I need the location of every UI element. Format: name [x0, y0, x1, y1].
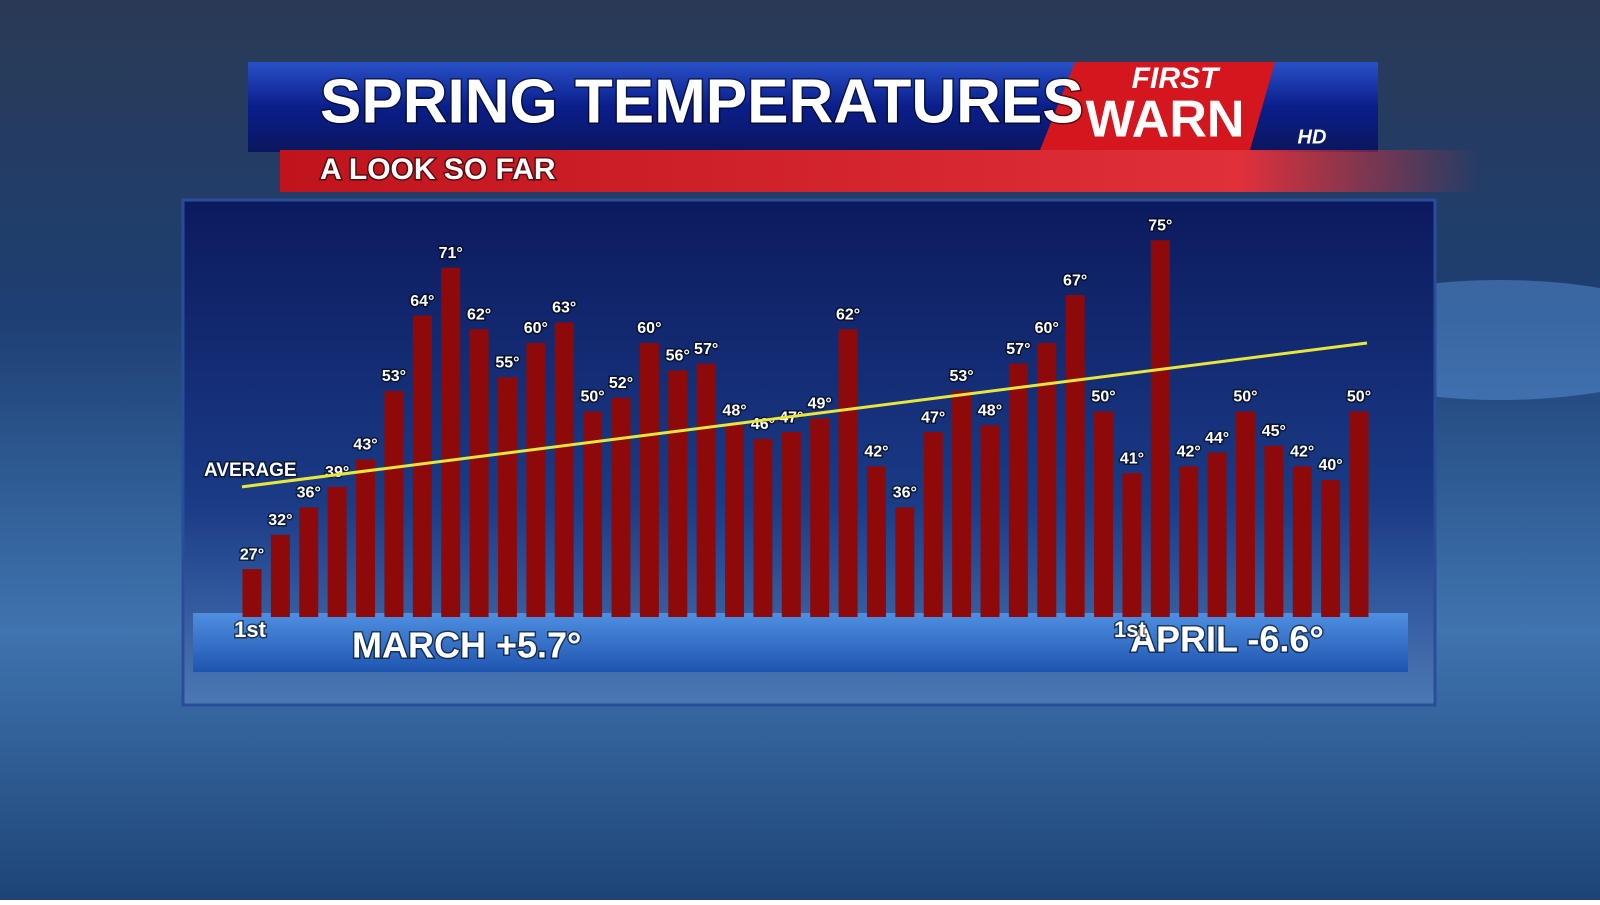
value-label: 50°	[581, 389, 605, 406]
bar	[497, 377, 517, 617]
bar	[838, 329, 858, 617]
subtitle-strip	[280, 150, 1480, 192]
value-label: 52°	[609, 375, 633, 392]
bar	[270, 534, 290, 617]
x-tick-label: 1st	[234, 617, 266, 642]
value-label: 71°	[439, 245, 463, 262]
bar	[1179, 466, 1199, 617]
bar	[412, 315, 432, 617]
bar	[554, 322, 574, 617]
bar	[1235, 411, 1255, 617]
bar	[242, 569, 262, 617]
bar	[1065, 295, 1085, 617]
value-label: 62°	[836, 307, 860, 324]
value-label: 45°	[1262, 423, 1286, 440]
value-label: 36°	[893, 485, 917, 502]
value-label: 48°	[722, 402, 746, 419]
bar	[696, 363, 716, 617]
value-label: 55°	[495, 354, 519, 371]
bar	[611, 397, 631, 617]
value-label: 41°	[1120, 450, 1144, 467]
bar	[1207, 452, 1227, 617]
value-label: 49°	[808, 396, 832, 413]
value-label: 27°	[240, 546, 264, 563]
bar	[952, 390, 972, 617]
title: SPRING TEMPERATURES	[320, 67, 1084, 136]
bar	[895, 507, 915, 617]
bar	[1122, 473, 1142, 617]
bar	[866, 466, 886, 617]
subtitle: A LOOK SO FAR	[320, 153, 556, 186]
value-label: 42°	[1290, 444, 1314, 461]
bar	[299, 507, 319, 617]
bar	[441, 267, 461, 617]
logo-badge: HD	[1298, 126, 1327, 148]
bar	[923, 432, 943, 617]
value-label: 42°	[1177, 444, 1201, 461]
bar	[1264, 445, 1284, 617]
month-annotation: MARCH +5.7°	[352, 625, 581, 666]
bar	[725, 425, 745, 617]
value-label: 56°	[666, 348, 690, 365]
logo-block	[1040, 62, 1275, 150]
value-label: 48°	[978, 402, 1002, 419]
value-label: 50°	[1233, 389, 1257, 406]
value-label: 60°	[524, 320, 548, 337]
date-strip	[193, 613, 1408, 672]
value-label: 60°	[637, 320, 661, 337]
value-label: 67°	[1063, 272, 1087, 289]
value-label: 57°	[694, 341, 718, 358]
value-label: 53°	[950, 368, 974, 385]
bar	[810, 418, 830, 617]
value-label: 44°	[1205, 430, 1229, 447]
value-label: 50°	[1091, 389, 1115, 406]
month-annotation: APRIL -6.6°	[1130, 619, 1324, 660]
bar	[1292, 466, 1312, 617]
average-label: AVERAGE	[204, 460, 297, 481]
value-label: 40°	[1319, 457, 1343, 474]
value-label: 60°	[1035, 320, 1059, 337]
value-label: 57°	[1006, 341, 1030, 358]
bar	[327, 486, 347, 617]
bar	[583, 411, 603, 617]
value-label: 50°	[1347, 389, 1371, 406]
value-label: 32°	[268, 512, 292, 529]
value-label: 47°	[921, 409, 945, 426]
bar	[753, 438, 773, 617]
average-line	[241, 341, 1368, 489]
bar	[526, 343, 546, 617]
bar	[639, 343, 659, 617]
logo-top: FIRST	[1132, 62, 1221, 95]
bar	[668, 370, 688, 617]
bar	[1094, 411, 1114, 617]
value-label: 53°	[382, 368, 406, 385]
bar	[356, 459, 376, 617]
x-tick-label: 1st	[1114, 617, 1146, 642]
bar	[781, 432, 801, 617]
bar	[980, 425, 1000, 617]
value-label: 63°	[552, 300, 576, 317]
logo-main: WARN	[1086, 91, 1245, 149]
value-label: 42°	[864, 444, 888, 461]
bar	[1321, 480, 1341, 617]
bar	[1037, 343, 1057, 617]
bar	[1150, 240, 1170, 617]
value-label: 75°	[1148, 217, 1172, 234]
bar	[1008, 363, 1028, 617]
bar	[469, 329, 489, 617]
value-label: 43°	[353, 437, 377, 454]
bar	[1349, 411, 1369, 617]
value-label: 36°	[297, 485, 321, 502]
value-label: 64°	[410, 293, 434, 310]
bar	[384, 390, 404, 617]
value-label: 62°	[467, 307, 491, 324]
